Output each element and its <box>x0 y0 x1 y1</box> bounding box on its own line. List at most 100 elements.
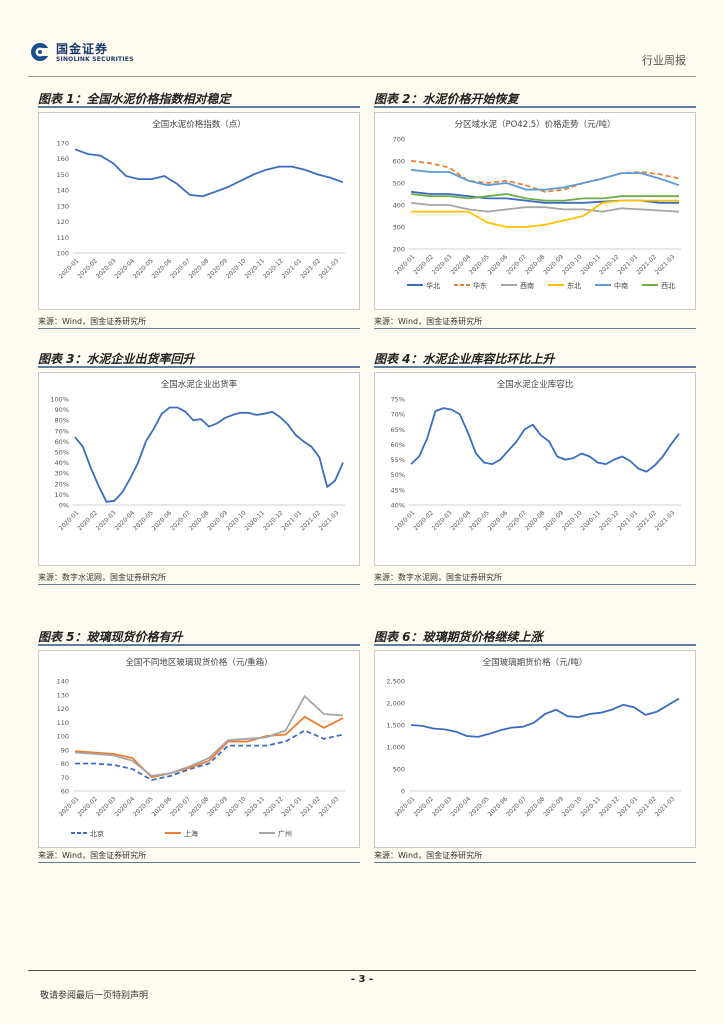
legend-label: 北京 <box>90 829 104 838</box>
y-tick-label: 65% <box>391 426 405 434</box>
series-line <box>410 160 680 193</box>
y-tick-label: 50% <box>55 449 69 457</box>
panel-title-text: 图表 3：水泥企业出货率回升 <box>38 352 195 366</box>
legend-label: 华东 <box>473 281 487 290</box>
legend-label: 西北 <box>661 282 675 290</box>
chart-title: 全国水泥企业库容比 <box>497 379 574 390</box>
series-line <box>411 199 679 228</box>
y-tick-label: 100 <box>57 733 69 741</box>
panel-title-text: 图表 4：水泥企业库容比环比上升 <box>374 352 555 366</box>
source-note: 来源：Wind，国金证券研究所 <box>38 317 147 326</box>
y-tick-label: 80 <box>61 760 69 768</box>
series-line <box>410 407 680 473</box>
panel-title: 图表 5：玻璃现货价格有升 <box>38 626 360 646</box>
y-tick-label: 20% <box>55 480 69 488</box>
legend-label: 广州 <box>278 829 292 838</box>
y-tick-label: 600 <box>393 158 405 166</box>
y-tick-label: 0% <box>59 502 69 510</box>
series-line <box>410 193 679 202</box>
series-line <box>75 729 344 781</box>
legend-label: 上海 <box>184 829 198 838</box>
panel-title: 图表 3：水泥企业出货率回升 <box>38 348 360 368</box>
y-tick-label: 55% <box>391 456 405 464</box>
y-tick-label: 45% <box>391 486 405 494</box>
panel-title: 图表 4：水泥企业库容比环比上升 <box>374 348 696 368</box>
y-tick-label: 30% <box>55 470 69 478</box>
series-line <box>74 148 344 198</box>
y-tick-label: 110 <box>57 719 69 727</box>
y-tick-label: 400 <box>393 202 405 210</box>
report-type: 行业周报 <box>642 54 686 67</box>
panel-title-text: 图表 1：全国水泥价格指数相对稳定 <box>38 92 231 106</box>
y-tick-label: 60% <box>55 438 69 446</box>
x-tick-label: 2021-03 <box>654 509 677 532</box>
y-tick-label: 70% <box>55 427 69 435</box>
y-tick-label: 2,500 <box>386 678 405 686</box>
y-tick-label: 60% <box>391 441 405 449</box>
y-tick-label: 170 <box>57 140 69 148</box>
panel-title: 图表 1：全国水泥价格指数相对稳定 <box>38 88 360 108</box>
chart-inventory-ratio: 全国水泥企业库容比40%45%50%55%60%65%70%75%2020-01… <box>391 379 681 532</box>
panel-title-text: 图表 6：玻璃期货价格继续上涨 <box>374 630 543 644</box>
footer-divider <box>28 970 696 971</box>
y-tick-label: 1,000 <box>386 744 405 752</box>
chart-cement-index: 全国水泥价格指数（点）1001101201301401501601702020-… <box>57 119 345 280</box>
y-tick-label: 90 <box>61 746 69 754</box>
source-divider <box>374 862 696 863</box>
y-tick-label: 130 <box>57 691 69 699</box>
y-tick-label: 150 <box>57 171 69 179</box>
sinolink-logo-icon <box>31 43 49 61</box>
x-tick-label: 2021-03 <box>318 509 341 532</box>
y-tick-label: 70 <box>61 774 69 782</box>
y-tick-label: 70% <box>391 411 405 419</box>
chart-frame: 全国玻璃期货价格（元/吨） 0 500 1,000 1,500 2,000 2,500 202… <box>374 650 696 848</box>
legend-label: 西南 <box>520 281 534 290</box>
x-tick-label: 2021-03 <box>318 257 341 280</box>
y-tick-label: 140 <box>57 678 69 686</box>
series-line <box>410 201 680 213</box>
y-tick-label: 0 <box>401 788 405 796</box>
chart-shipment-rate: 全国水泥企业出货率 0% 10% 20% 30% 40% 50% 60% 70% 80% 90% 10… <box>50 379 345 532</box>
y-tick-label: 40% <box>55 459 69 467</box>
page-header: 国金证券 SINOLINK SECURITIES 行业周报 <box>28 40 696 72</box>
y-tick-label: 200 <box>393 246 405 254</box>
x-tick-label: 2021-03 <box>654 253 677 276</box>
source-divider <box>38 584 360 585</box>
y-tick-label: 80% <box>55 417 69 425</box>
y-tick-label: 75% <box>391 396 405 404</box>
chart-glass-spot-price: 全国不同地区玻璃现货价格（元/重箱） 60 70 80 90 100 110 120 130 14… <box>57 657 345 838</box>
series-line <box>74 695 344 777</box>
chart-frame: 分区域水泥（PO42.5）价格走势（元/吨） 200 300 400 500 600 700… <box>374 112 696 310</box>
y-tick-label: 100% <box>50 396 69 404</box>
y-tick-label: 500 <box>393 766 405 774</box>
series-line <box>410 697 680 738</box>
panel-title-text: 图表 2：水泥价格开始恢复 <box>374 92 519 106</box>
source-divider <box>374 584 696 585</box>
y-tick-label: 120 <box>57 705 69 713</box>
disclaimer: 敬请参阅最后一页特别声明 <box>40 991 149 1001</box>
chart-glass-futures-price: 全国玻璃期货价格（元/吨） 0 500 1,000 1,500 2,000 2,500 202… <box>386 657 681 818</box>
y-tick-label: 2,000 <box>386 700 405 708</box>
y-tick-label: 10% <box>55 491 69 499</box>
series-line <box>74 715 344 779</box>
y-tick-label: 300 <box>393 224 405 232</box>
chart-frame: 全国不同地区玻璃现货价格（元/重箱） 60 70 80 90 100 110 120 130 14… <box>38 650 360 848</box>
y-tick-label: 700 <box>393 136 405 144</box>
source-note: 来源：数字水泥网，国金证券研究所 <box>38 573 166 582</box>
y-tick-label: 110 <box>57 234 69 242</box>
chart-title: 全国玻璃期货价格（元/吨） <box>483 657 588 668</box>
source-note: 来源：数字水泥网，国金证券研究所 <box>374 573 502 582</box>
source-divider <box>38 328 360 329</box>
chart-regional-cement-price: 分区域水泥（PO42.5）价格走势（元/吨） 200 300 400 500 600 700… <box>393 119 681 290</box>
y-tick-label: 60 <box>61 788 69 796</box>
y-tick-label: 90% <box>55 406 69 414</box>
panel-title: 图表 6：玻璃期货价格继续上涨 <box>374 626 696 646</box>
y-tick-label: 140 <box>57 187 69 195</box>
x-tick-label: 2021-03 <box>654 795 677 818</box>
header-divider <box>28 76 696 77</box>
series-line <box>74 406 344 503</box>
y-tick-label: 500 <box>393 180 405 188</box>
legend-label: 中南 <box>614 281 628 290</box>
source-divider <box>38 862 360 863</box>
source-note: 来源：Wind，国金证券研究所 <box>374 317 483 326</box>
